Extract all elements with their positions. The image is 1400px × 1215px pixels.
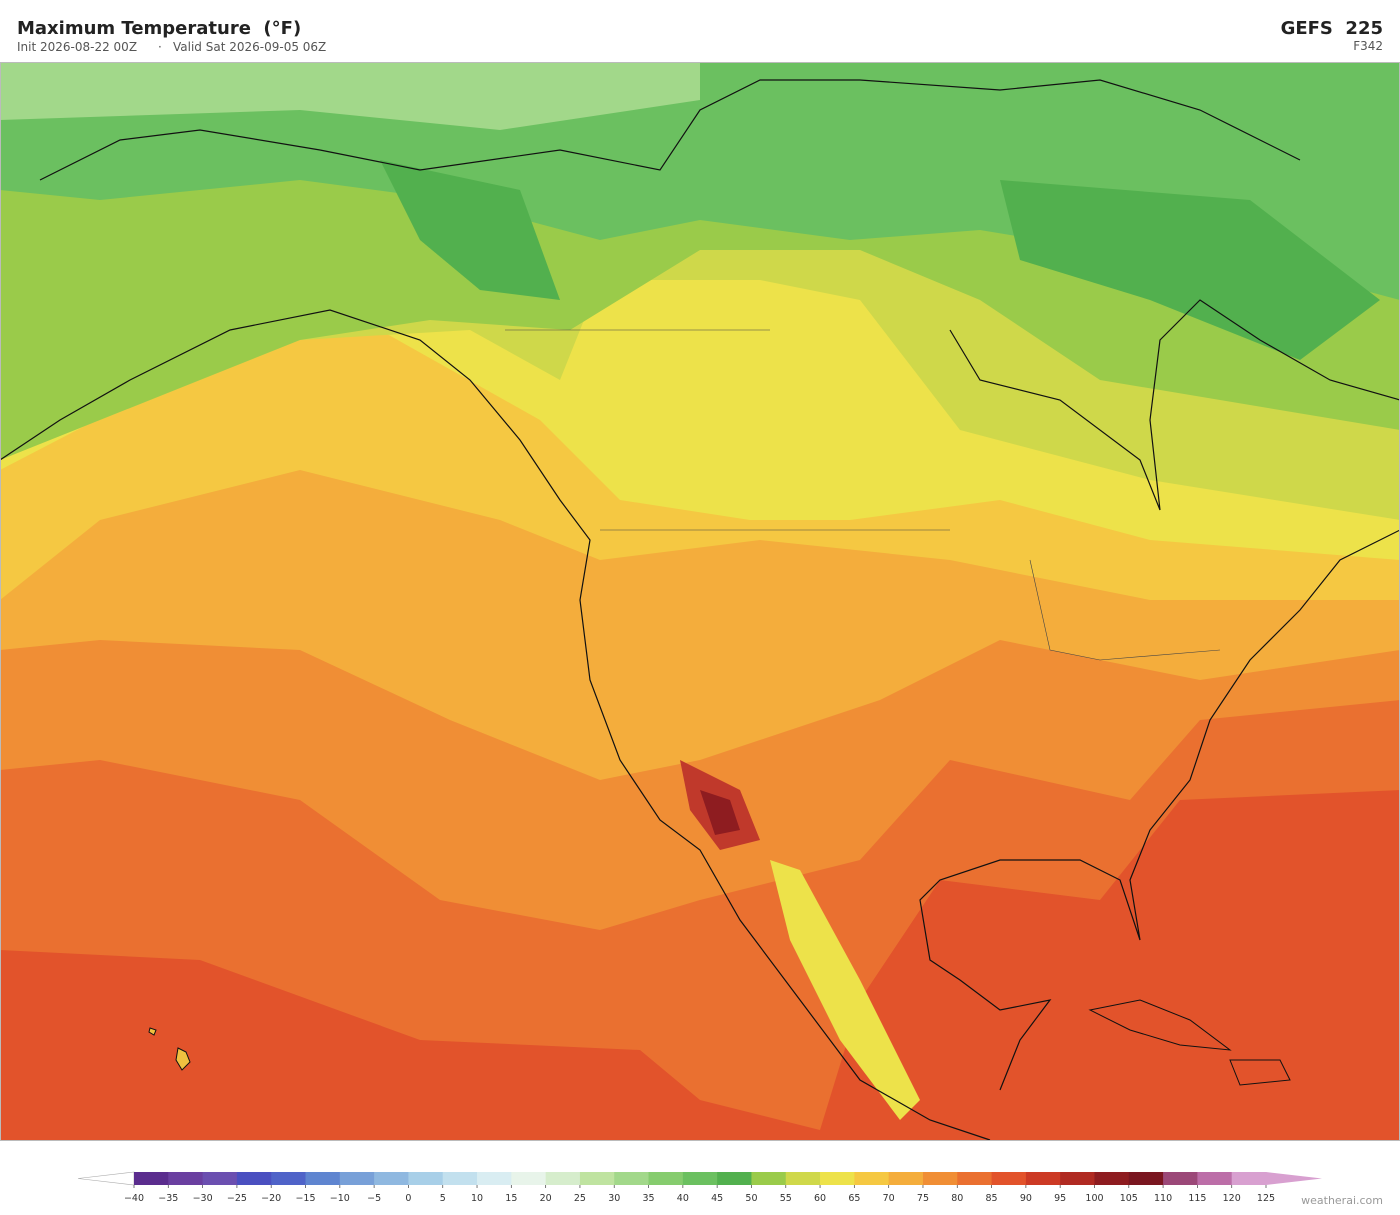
colorbar-segment xyxy=(442,1172,478,1185)
colorbar-tick-label: −40 xyxy=(124,1193,144,1204)
colorbar-tick-label: 100 xyxy=(1085,1193,1103,1204)
temperature-field xyxy=(380,160,1380,360)
colorbar-tick-label: 90 xyxy=(1020,1193,1032,1204)
colorbar-tick-label: 50 xyxy=(745,1193,757,1204)
colorbar-segment xyxy=(305,1172,341,1185)
init-time: Init 2026-08-22 00Z xyxy=(17,40,137,54)
colorbar-segment xyxy=(717,1172,752,1185)
valid-time: Valid Sat 2026-09-05 06Z xyxy=(173,40,326,54)
colorbar-segment xyxy=(854,1172,890,1185)
colorbar-tick-label: 75 xyxy=(917,1193,929,1204)
colorbar-segment xyxy=(820,1172,855,1185)
map xyxy=(0,62,1400,1141)
colorbar-segment xyxy=(1197,1172,1233,1185)
colorbar-segment xyxy=(1025,1172,1061,1185)
colorbar-segment xyxy=(957,1172,993,1185)
temperature-field xyxy=(700,790,740,835)
colorbar-segment xyxy=(785,1172,821,1185)
colorbar-segment xyxy=(1060,1172,1095,1185)
colorbar-segment xyxy=(236,1172,272,1185)
colorbar-segment xyxy=(511,1172,547,1185)
model-name: GEFS 225 xyxy=(1281,18,1383,39)
colorbar-tick-label: 120 xyxy=(1223,1193,1241,1204)
colorbar-tick-label: 10 xyxy=(471,1193,483,1204)
colorbar-segment xyxy=(751,1172,787,1185)
colorbar-tick-label: 30 xyxy=(608,1193,620,1204)
colorbar-segment xyxy=(579,1172,615,1185)
colorbar-tick-label: 5 xyxy=(440,1193,446,1204)
colorbar-segment xyxy=(545,1172,581,1185)
colorbar-segment xyxy=(614,1172,650,1185)
colorbar-tick-label: 115 xyxy=(1188,1193,1206,1204)
separator: · xyxy=(158,40,162,54)
colorbar-segment xyxy=(1163,1172,1198,1185)
colorbar-tick-label: 55 xyxy=(780,1193,792,1204)
colorbar-tick-label: 125 xyxy=(1257,1193,1275,1204)
colorbar-tick-label: −20 xyxy=(261,1193,281,1204)
colorbar-tick-label: 15 xyxy=(505,1193,517,1204)
colorbar-tick-label: −15 xyxy=(295,1193,315,1204)
colorbar-segment xyxy=(134,1172,169,1185)
colorbar-tick-label: 0 xyxy=(405,1193,411,1204)
colorbar-tick-label: −35 xyxy=(158,1193,178,1204)
colorbar-segment xyxy=(168,1172,204,1185)
forecast-hour: F342 xyxy=(1353,39,1383,53)
colorbar-tick-label: −5 xyxy=(367,1193,381,1204)
colorbar-tick-label: 95 xyxy=(1054,1193,1066,1204)
credit: weatherai.com xyxy=(1301,1194,1383,1207)
border xyxy=(505,329,1221,661)
colorbar-tick-label: 70 xyxy=(883,1193,895,1204)
colorbar-tick-label: 35 xyxy=(642,1193,654,1204)
colorbar-tick-label: −10 xyxy=(330,1193,350,1204)
colorbar-tick-label: 85 xyxy=(986,1193,998,1204)
colorbar-segment xyxy=(202,1172,238,1185)
colorbar-tick-label: 45 xyxy=(711,1193,723,1204)
colorbar-tick-label: 40 xyxy=(677,1193,689,1204)
colorbar-tick-label: −25 xyxy=(227,1193,247,1204)
colorbar-tick-label: 20 xyxy=(540,1193,552,1204)
colorbar-segment xyxy=(991,1172,1027,1185)
temperature-field xyxy=(0,62,700,130)
colorbar-segment xyxy=(271,1172,307,1185)
colorbar-segment xyxy=(648,1172,684,1185)
temperature-field xyxy=(770,860,920,1120)
colorbar-tick-label: 25 xyxy=(574,1193,586,1204)
colorbar-segment xyxy=(408,1172,444,1185)
colorbar-segment xyxy=(888,1172,924,1185)
colorbar-tick-label: 65 xyxy=(848,1193,860,1204)
colorbar-tick-label: 105 xyxy=(1120,1193,1138,1204)
colorbar-segment xyxy=(922,1172,958,1185)
colorbar-segment xyxy=(682,1172,718,1185)
colorbar-under xyxy=(77,1171,135,1186)
colorbar-tick-label: −30 xyxy=(193,1193,213,1204)
colorbar-segment xyxy=(1128,1172,1164,1185)
colorbar-segment xyxy=(339,1172,375,1185)
colorbar-segment xyxy=(374,1172,409,1185)
coastline xyxy=(0,79,1400,1141)
hawaii xyxy=(148,1027,191,1071)
map-title: Maximum Temperature (°F) xyxy=(17,18,301,39)
colorbar-segment xyxy=(1231,1172,1267,1185)
caribbean-islands xyxy=(1088,999,1291,1086)
colorbar-tick-label: 60 xyxy=(814,1193,826,1204)
colorbar-over xyxy=(1266,1172,1322,1185)
colorbar: −40 −35 −30 −25 −20 −15 −10 −5 0 5 10 15 20 25 30 35 40 4… xyxy=(77,1171,1322,1204)
colorbar-segment xyxy=(477,1172,512,1185)
colorbar-tick-label: 80 xyxy=(951,1193,963,1204)
colorbar-segment xyxy=(1094,1172,1130,1185)
colorbar-tick-label: 110 xyxy=(1154,1193,1172,1204)
